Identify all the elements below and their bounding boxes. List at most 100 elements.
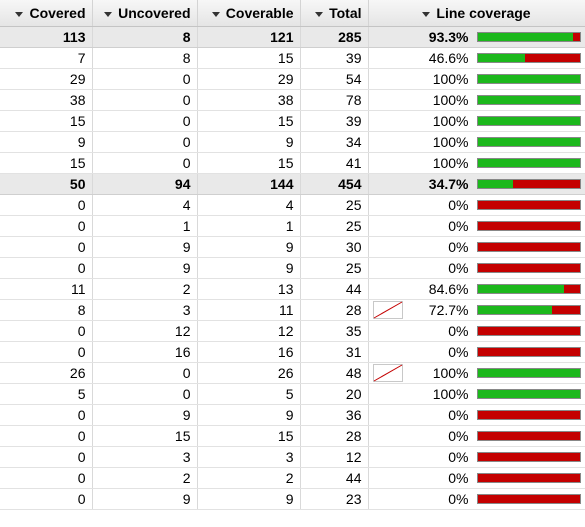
table-row: 7 8 15 39 46.6% — [0, 47, 585, 69]
table-row: 15 0 15 41 100% — [0, 152, 585, 174]
uncovered-cell: 94 — [92, 173, 198, 195]
covered-cell: 0 — [0, 488, 93, 510]
covered-cell: 0 — [0, 467, 93, 489]
coverage-bar-uncovered — [477, 495, 580, 503]
covered-cell: 0 — [0, 257, 93, 279]
coverage-bar-covered — [477, 117, 580, 125]
coverable-cell: 15 — [197, 47, 301, 69]
line-coverage-header-label: Line coverage — [436, 5, 531, 21]
uncovered-cell: 4 — [92, 194, 198, 216]
covered-cell: 15 — [0, 110, 93, 132]
coverage-bar — [476, 32, 581, 42]
table-row: 5 0 5 20 100% — [0, 383, 585, 405]
coverable-cell: 38 — [197, 89, 301, 111]
coverage-percent: 100% — [432, 155, 469, 171]
coverage-history-icon[interactable] — [372, 364, 403, 382]
table-row: 0 2 2 44 0% — [0, 467, 585, 489]
coverage-bar — [476, 452, 581, 462]
coverable-cell: 15 — [197, 110, 301, 132]
table-row: 0 9 9 23 0% — [0, 488, 585, 510]
coverage-bar — [476, 473, 581, 483]
coverage-bar — [476, 410, 581, 420]
line-coverage-cell: 100% — [368, 89, 585, 111]
coverage-wrapper: 100% — [373, 71, 581, 87]
table-row: 38 0 38 78 100% — [0, 89, 585, 111]
line-coverage-cell: 0% — [368, 320, 585, 342]
coverable-cell: 11 — [197, 299, 301, 321]
table-row: 0 3 3 12 0% — [0, 446, 585, 468]
covered-header-label: Covered — [29, 5, 86, 21]
coverage-bar-covered — [477, 159, 580, 167]
covered-cell: 8 — [0, 299, 93, 321]
coverage-bar — [476, 95, 581, 105]
coverage-percent: 100% — [432, 386, 469, 402]
line-coverage-cell: 72.7% — [368, 299, 585, 321]
coverage-bar — [476, 494, 581, 504]
coverage-percent: 84.6% — [428, 281, 469, 297]
covered-cell: 0 — [0, 236, 93, 258]
coverage-wrapper: 0% — [373, 449, 581, 465]
coverage-wrapper: 100% — [373, 134, 581, 150]
line-coverage-cell: 0% — [368, 194, 585, 216]
total-cell: 44 — [300, 467, 369, 489]
uncovered-cell: 9 — [92, 236, 198, 258]
line-coverage-cell: 0% — [368, 488, 585, 510]
coverage-history-icon[interactable] — [372, 301, 403, 319]
line-coverage-cell: 0% — [368, 236, 585, 258]
coverage-bar — [476, 53, 581, 63]
total-cell: 31 — [300, 341, 369, 363]
coverage-bar — [476, 263, 581, 273]
table-row: 0 9 9 25 0% — [0, 257, 585, 279]
coverage-percent: 0% — [448, 197, 469, 213]
coverage-bar-covered — [477, 369, 580, 377]
sort-arrow-icon — [15, 11, 24, 17]
table-row: 0 15 15 28 0% — [0, 425, 585, 447]
covered-cell: 29 — [0, 68, 93, 90]
total-cell: 35 — [300, 320, 369, 342]
uncovered-cell: 0 — [92, 383, 198, 405]
coverage-wrapper: 0% — [373, 218, 581, 234]
line-coverage-cell: 100% — [368, 68, 585, 90]
coverage-percent: 100% — [432, 365, 469, 381]
covered-cell: 0 — [0, 341, 93, 363]
coverage-percent: 0% — [448, 449, 469, 465]
uncovered-column-header[interactable]: Uncovered — [92, 0, 198, 27]
table-row: 0 9 9 36 0% — [0, 404, 585, 426]
sort-arrow-icon — [422, 11, 431, 17]
uncovered-cell: 0 — [92, 362, 198, 384]
line-coverage-column-header[interactable]: Line coverage — [368, 0, 585, 27]
table-row: 11 2 13 44 84.6% — [0, 278, 585, 300]
line-coverage-cell: 100% — [368, 131, 585, 153]
coverable-cell: 15 — [197, 152, 301, 174]
covered-cell: 15 — [0, 152, 93, 174]
uncovered-cell: 2 — [92, 278, 198, 300]
coverage-bar-uncovered — [525, 54, 580, 62]
total-column-header[interactable]: Total — [300, 0, 369, 27]
coverage-percent: 34.7% — [428, 176, 469, 192]
uncovered-cell: 0 — [92, 89, 198, 111]
coverage-wrapper: 93.3% — [373, 29, 581, 45]
covered-column-header[interactable]: Covered — [0, 0, 93, 27]
coverable-cell: 144 — [197, 173, 301, 195]
line-coverage-cell: 100% — [368, 362, 585, 384]
line-coverage-cell: 0% — [368, 215, 585, 237]
total-cell: 39 — [300, 47, 369, 69]
coverage-percent: 0% — [448, 239, 469, 255]
coverage-bar — [476, 200, 581, 210]
table-row: 29 0 29 54 100% — [0, 68, 585, 90]
header-row: Covered Uncovered Coverable Total Line c… — [0, 0, 585, 27]
uncovered-cell: 8 — [92, 26, 198, 48]
uncovered-cell: 2 — [92, 467, 198, 489]
coverable-column-header[interactable]: Coverable — [197, 0, 301, 27]
covered-cell: 50 — [0, 173, 93, 195]
line-coverage-cell: 46.6% — [368, 47, 585, 69]
coverage-bar — [476, 74, 581, 84]
coverage-bar-covered — [477, 138, 580, 146]
coverage-bar — [476, 305, 581, 315]
coverable-cell: 3 — [197, 446, 301, 468]
coverage-wrapper: 0% — [373, 407, 581, 423]
covered-cell: 38 — [0, 89, 93, 111]
coverage-wrapper: 100% — [373, 155, 581, 171]
coverable-cell: 9 — [197, 404, 301, 426]
coverage-percent: 0% — [448, 491, 469, 507]
